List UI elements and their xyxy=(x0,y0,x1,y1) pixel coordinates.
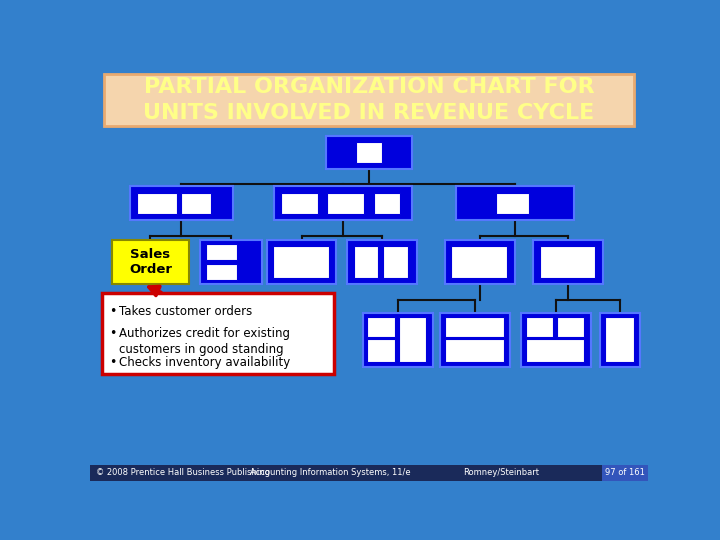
Text: •: • xyxy=(109,327,117,340)
Bar xyxy=(266,240,336,284)
Text: •: • xyxy=(109,305,117,318)
Text: Authorizes credit for existing
customers in good standing: Authorizes credit for existing customers… xyxy=(119,327,289,356)
Bar xyxy=(600,313,640,367)
Bar xyxy=(112,240,189,284)
Bar xyxy=(347,240,417,284)
Bar xyxy=(356,142,382,164)
Bar xyxy=(90,465,648,481)
Bar xyxy=(181,193,211,214)
Bar xyxy=(557,318,584,338)
Bar xyxy=(605,318,634,362)
Bar xyxy=(496,193,528,214)
Bar xyxy=(456,186,574,220)
Bar xyxy=(399,318,426,362)
Bar xyxy=(273,246,329,278)
Bar xyxy=(130,186,233,220)
Text: PARTIAL ORGANIZATION CHART FOR
UNITS INVOLVED IN REVENUE CYCLE: PARTIAL ORGANIZATION CHART FOR UNITS INV… xyxy=(143,77,595,124)
Bar xyxy=(104,74,634,126)
Bar xyxy=(383,246,408,278)
Text: 97 of 161: 97 of 161 xyxy=(605,468,644,477)
Bar xyxy=(206,264,238,280)
Bar xyxy=(206,244,238,260)
Bar xyxy=(200,240,262,284)
Text: Accounting Information Systems, 11/e: Accounting Information Systems, 11/e xyxy=(250,468,410,477)
Text: © 2008 Prentice Hall Business Publishing: © 2008 Prentice Hall Business Publishing xyxy=(96,468,270,477)
Bar xyxy=(374,193,400,214)
Bar xyxy=(274,186,413,220)
Bar xyxy=(363,313,433,367)
Bar xyxy=(451,246,507,278)
Text: Takes customer orders: Takes customer orders xyxy=(119,305,252,318)
Bar xyxy=(354,246,378,278)
Bar xyxy=(601,465,648,481)
Bar xyxy=(367,318,395,338)
Bar xyxy=(445,339,504,362)
Bar xyxy=(281,193,318,214)
Bar xyxy=(137,193,177,214)
Bar xyxy=(102,294,334,374)
Bar xyxy=(441,313,510,367)
Bar xyxy=(367,339,395,362)
Bar xyxy=(526,318,553,338)
Bar xyxy=(327,193,364,214)
Bar xyxy=(445,240,515,284)
Text: •: • xyxy=(109,356,117,369)
Text: Romney/Steinbart: Romney/Steinbart xyxy=(463,468,539,477)
Text: Checks inventory availability: Checks inventory availability xyxy=(119,356,290,369)
Bar xyxy=(326,137,412,168)
Bar xyxy=(534,240,603,284)
Text: Sales
Order: Sales Order xyxy=(129,248,172,276)
Bar xyxy=(445,318,504,338)
Bar xyxy=(526,339,585,362)
Bar xyxy=(539,246,595,278)
Bar xyxy=(521,313,590,367)
